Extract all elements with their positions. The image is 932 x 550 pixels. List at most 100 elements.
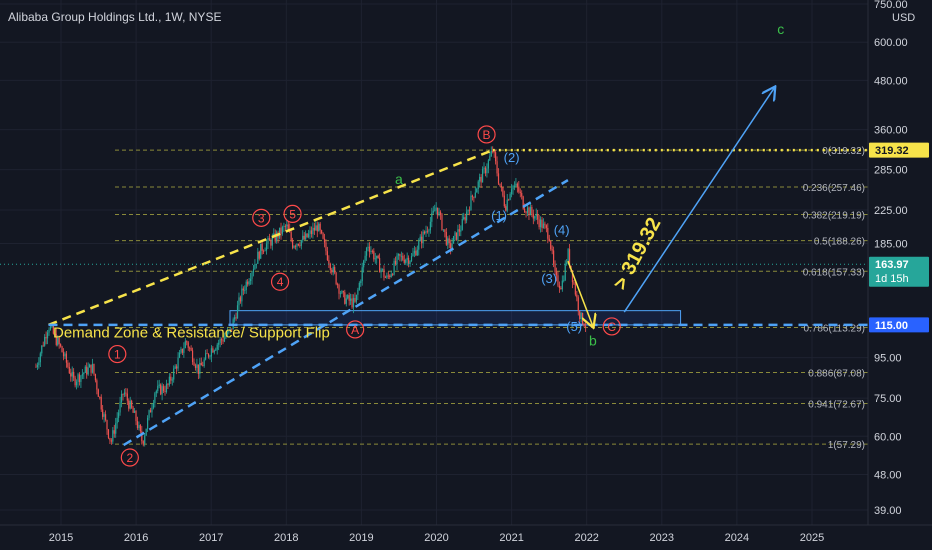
candle-body: [189, 347, 191, 349]
candle-body: [87, 367, 89, 375]
candle-body: [215, 349, 217, 351]
current-price-tag-bg: [869, 256, 929, 287]
time-tick-label: 2025: [800, 532, 824, 544]
candle-body: [145, 428, 147, 436]
candle-body: [164, 391, 166, 392]
price-axis[interactable]: 39.00 48.00 60.00 75.00 95.00 185.00 225.00 285…: [867, 0, 932, 525]
candle-body: [368, 246, 371, 252]
candle-body: [328, 260, 330, 264]
candle-body: [162, 386, 165, 392]
time-tick-label: 2017: [199, 532, 223, 544]
wave-labels: 1 2 3 4 5 A B C (1) (2) (3) (4) (5) a b c: [108, 21, 784, 467]
candle-body: [358, 282, 360, 290]
price-tick-label: 60.00: [874, 431, 902, 443]
candle-body: [110, 440, 112, 442]
candle-body: [100, 397, 102, 410]
candle-body: [42, 345, 44, 347]
candle-body: [223, 337, 226, 342]
candle-body: [312, 227, 314, 235]
candle-body: [379, 258, 381, 273]
candle-body: [58, 338, 60, 345]
fib-label: 0.5(188.26): [814, 237, 865, 248]
candle-body: [467, 209, 469, 212]
candle-body: [46, 332, 49, 339]
candle-body: [51, 325, 53, 327]
wave-circle: [120, 448, 139, 467]
candle-body: [535, 214, 537, 217]
price-tick-label: 39.00: [874, 505, 902, 517]
candle-body: [315, 225, 317, 231]
candle-body: [107, 429, 110, 438]
demand-zone-label: Demand Zone & Resistance/ Support Flip: [53, 324, 330, 341]
candle-body: [481, 169, 484, 183]
candle-body: [508, 199, 510, 201]
candle-body: [292, 240, 294, 248]
candle-body: [477, 181, 479, 189]
candle-body: [483, 167, 485, 170]
candle-body: [579, 311, 581, 319]
candle-body: [360, 281, 362, 283]
candle-body: [452, 236, 455, 244]
fib-label: 0.382(219.19): [803, 211, 865, 222]
candle-body: [461, 219, 463, 231]
candle-body: [210, 348, 213, 357]
time-axis[interactable]: 2015 2016 2017 2018 2019 2020 2021 2022 2023 2024…: [0, 524, 932, 550]
candle-body: [550, 241, 552, 250]
candle-body: [495, 152, 497, 162]
candle-body: [571, 270, 574, 283]
candle-body: [113, 430, 115, 434]
candle-body: [202, 365, 204, 367]
candle-body: [297, 243, 300, 246]
candle-body: [444, 229, 446, 233]
candle-body: [390, 274, 392, 277]
candle-body: [515, 183, 517, 186]
candle-body: [580, 312, 582, 319]
wave-label: (1): [491, 208, 507, 223]
candle-body: [283, 226, 285, 227]
candle-body: [197, 364, 199, 374]
candle-body: [326, 251, 329, 261]
candle-body: [383, 268, 385, 278]
time-tick-label: 2021: [499, 532, 523, 544]
candle-body: [396, 255, 398, 265]
candle-body: [303, 235, 305, 240]
fib-label: 0.941(72.67): [808, 399, 865, 410]
candle-body: [566, 262, 568, 264]
candle-body: [322, 232, 324, 239]
candle-body: [234, 317, 236, 320]
candle-body: [321, 230, 323, 233]
candle-body: [422, 231, 424, 244]
candle-body: [355, 294, 358, 302]
candles: [35, 146, 587, 447]
wave-label-2: 2: [126, 451, 133, 465]
candle-body: [254, 264, 256, 270]
candle-body: [463, 217, 465, 220]
candle-body: [381, 268, 384, 270]
candle-body: [245, 281, 247, 291]
candle-body: [57, 338, 59, 345]
current-price-tag: 163.97 1d 15h: [869, 256, 929, 287]
candle-body: [553, 250, 555, 264]
wave-label: c: [777, 21, 784, 37]
candle-body: [468, 209, 471, 211]
candle-body: [309, 230, 311, 234]
candle-body: [218, 342, 220, 345]
price-tick-label: 75.00: [874, 393, 902, 405]
wave-label-4: 4: [277, 275, 284, 289]
wave-label: b: [589, 332, 597, 348]
candle-body: [181, 348, 184, 353]
candle-body: [187, 342, 189, 348]
wave-label-c: C: [607, 320, 616, 334]
candle-body: [516, 183, 518, 187]
candle-body: [473, 196, 475, 198]
candle-body: [249, 278, 252, 282]
candle-body: [342, 291, 344, 293]
time-tick-label: 2022: [574, 532, 598, 544]
candle-body: [84, 366, 86, 373]
wave-label-5: 5: [289, 207, 296, 221]
candle-body: [276, 232, 278, 242]
candle-body: [206, 353, 208, 355]
candle-body: [519, 191, 521, 194]
candle-body: [551, 249, 553, 251]
